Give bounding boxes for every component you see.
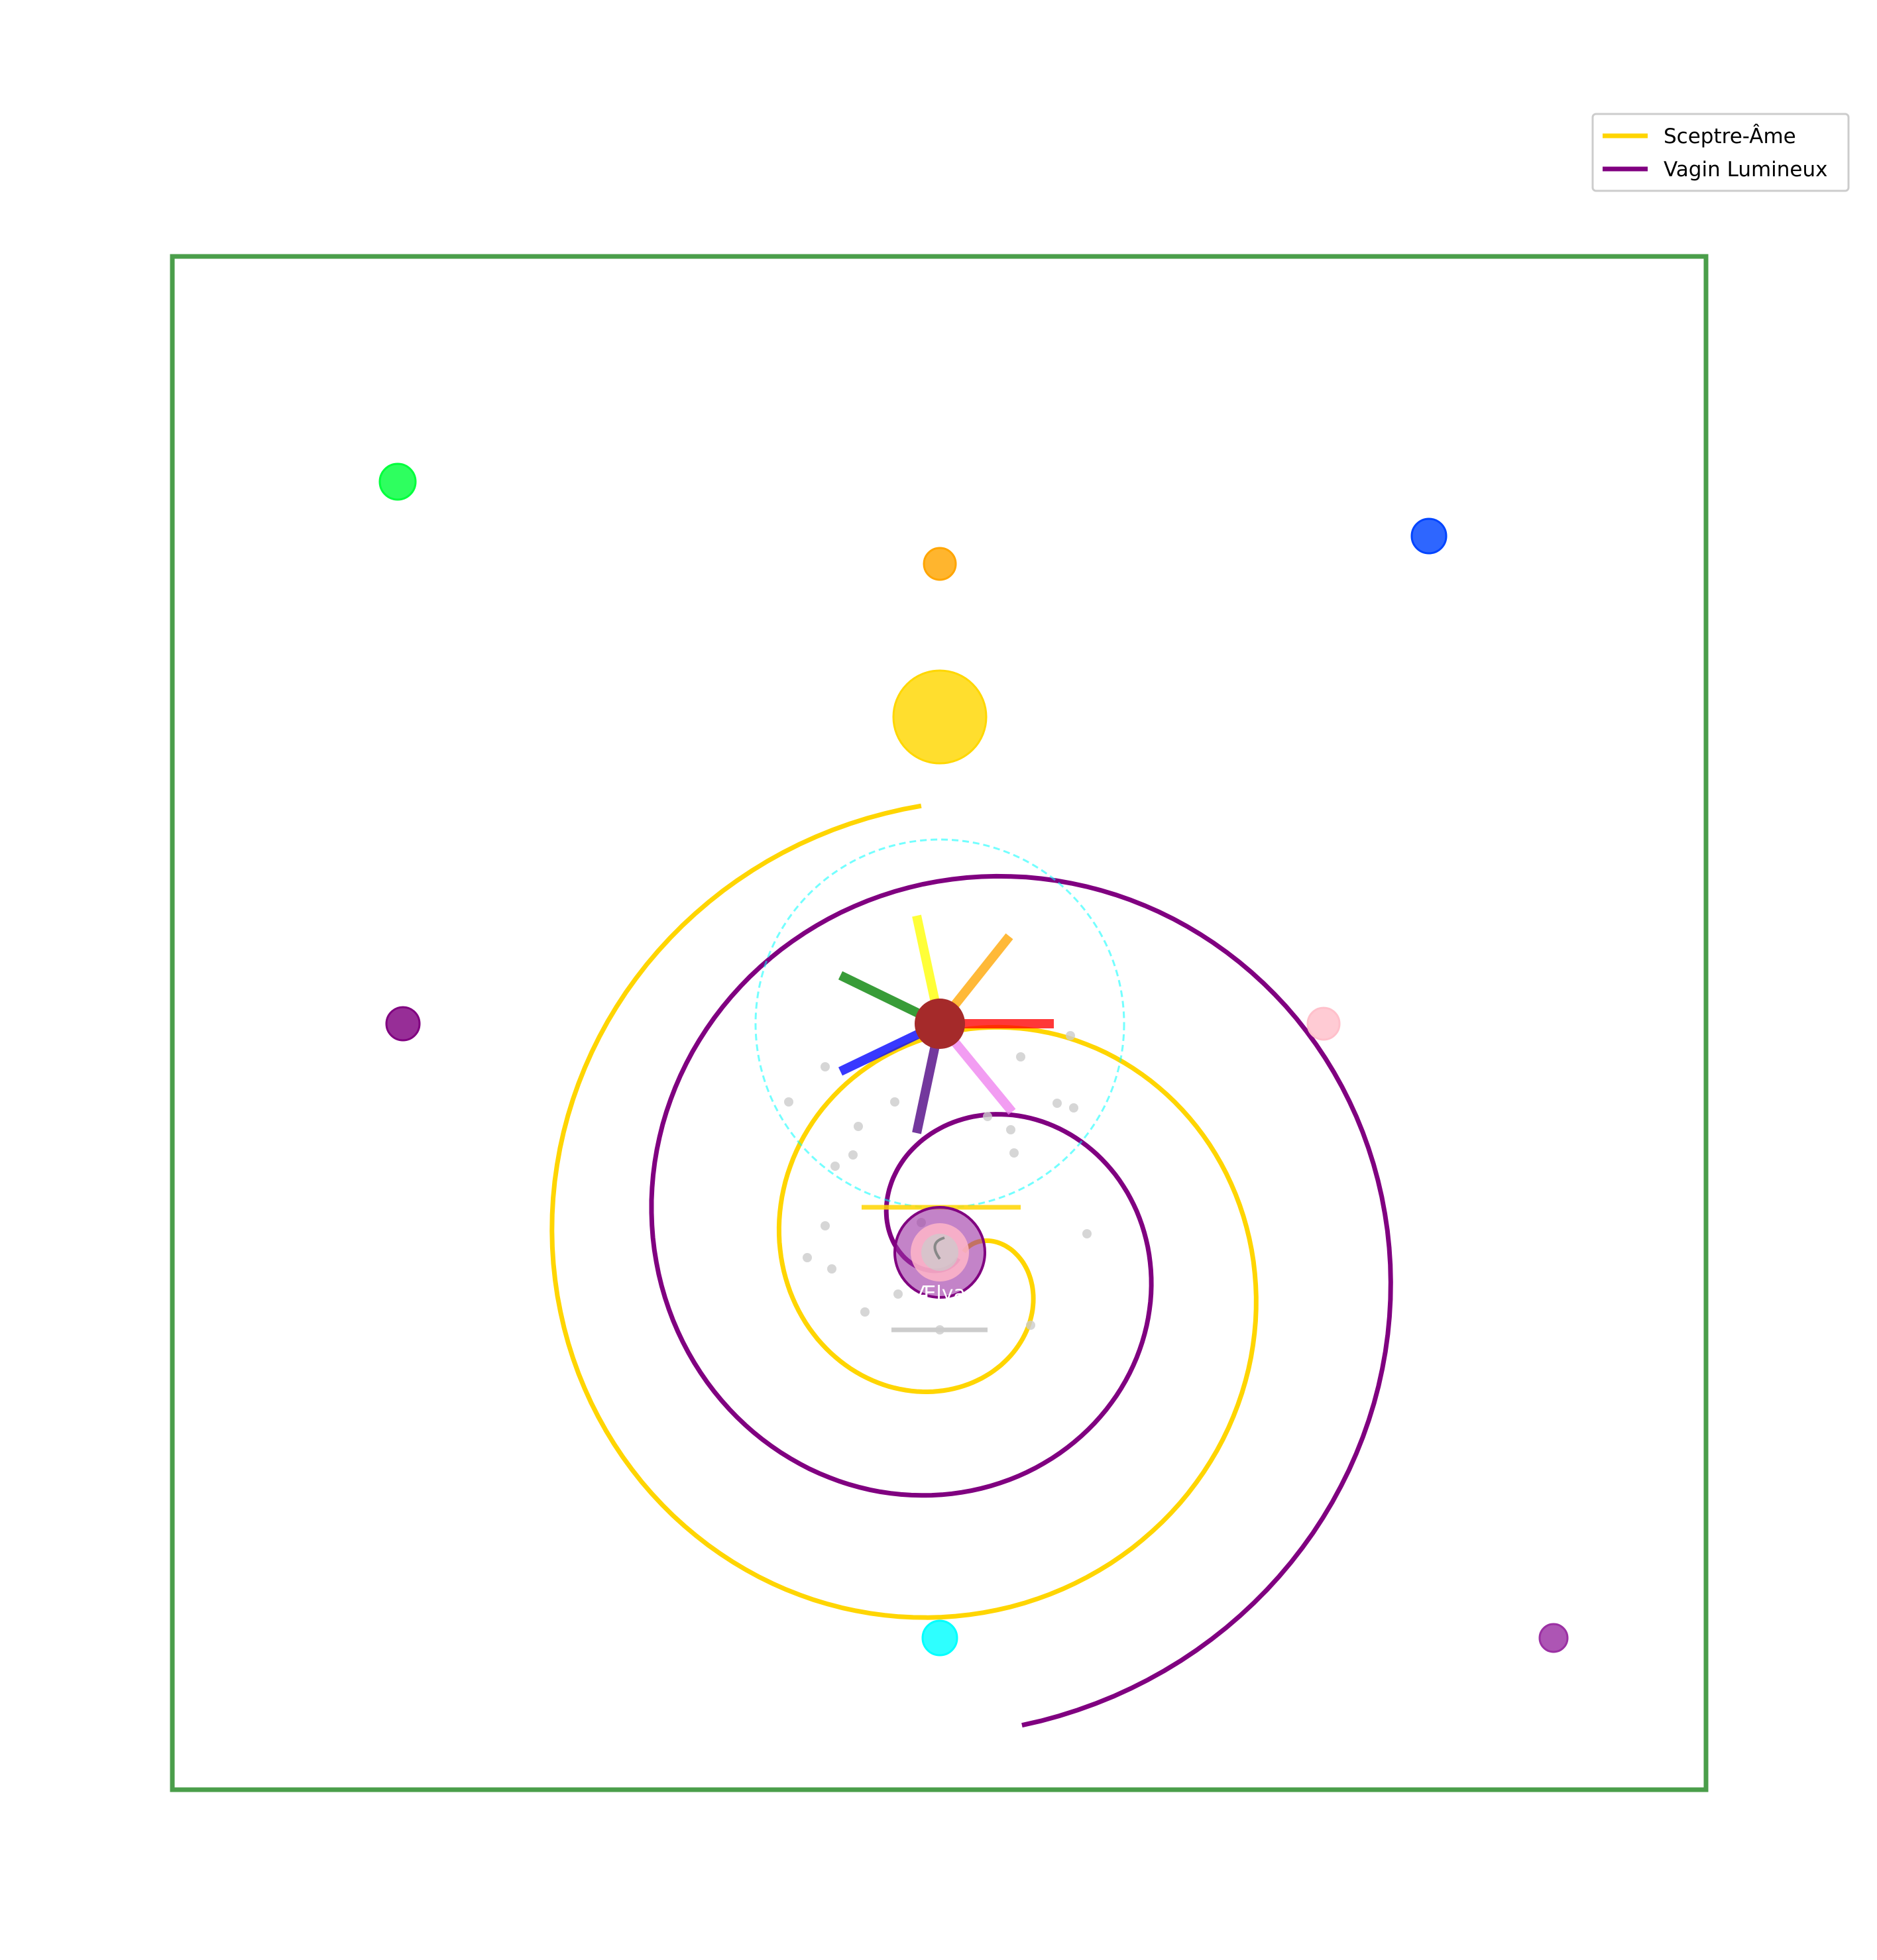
pink-orb bbox=[1306, 1007, 1341, 1041]
blue-orb bbox=[1410, 517, 1448, 555]
particle bbox=[860, 1307, 870, 1317]
particle bbox=[1009, 1148, 1019, 1158]
core-node bbox=[915, 999, 965, 1049]
particle bbox=[821, 1221, 830, 1230]
particle bbox=[1026, 1321, 1035, 1330]
purple-orb bbox=[385, 1006, 421, 1042]
orb-group bbox=[378, 463, 1569, 1657]
particle bbox=[784, 1097, 793, 1107]
vagin-lumineux-spiral bbox=[649, 873, 1393, 1728]
legend: Sceptre-Âme Vagin Lumineux bbox=[1591, 113, 1850, 192]
particle bbox=[893, 1289, 903, 1299]
figure-group: Ælya bbox=[862, 1205, 1021, 1333]
particle bbox=[803, 1253, 812, 1262]
particle bbox=[890, 1097, 899, 1107]
particle bbox=[1016, 1052, 1025, 1062]
legend-label-vagin-lumineux: Vagin Lumineux bbox=[1664, 158, 1828, 182]
particle bbox=[983, 1112, 992, 1121]
particle bbox=[830, 1162, 840, 1171]
particle bbox=[854, 1122, 863, 1131]
orange-orb bbox=[923, 547, 957, 581]
cyan-orb bbox=[921, 1619, 958, 1657]
particle bbox=[848, 1150, 858, 1160]
particle bbox=[1052, 1099, 1062, 1108]
green-orb bbox=[378, 463, 417, 501]
violet-orb bbox=[1538, 1623, 1569, 1653]
legend-box bbox=[1591, 113, 1850, 192]
figure-curl bbox=[933, 1236, 945, 1260]
outer-frame bbox=[170, 254, 1709, 1792]
particle bbox=[821, 1062, 830, 1071]
particle bbox=[1006, 1125, 1015, 1134]
particle bbox=[827, 1264, 836, 1274]
sun-orb bbox=[892, 669, 988, 765]
figure-label: Ælya bbox=[917, 1282, 966, 1305]
particle bbox=[1082, 1229, 1092, 1238]
figure-inner-grey bbox=[921, 1234, 958, 1271]
particle bbox=[1069, 1103, 1078, 1113]
particle bbox=[1066, 1031, 1075, 1040]
legend-label-sceptre-ame: Sceptre-Âme bbox=[1664, 125, 1796, 148]
